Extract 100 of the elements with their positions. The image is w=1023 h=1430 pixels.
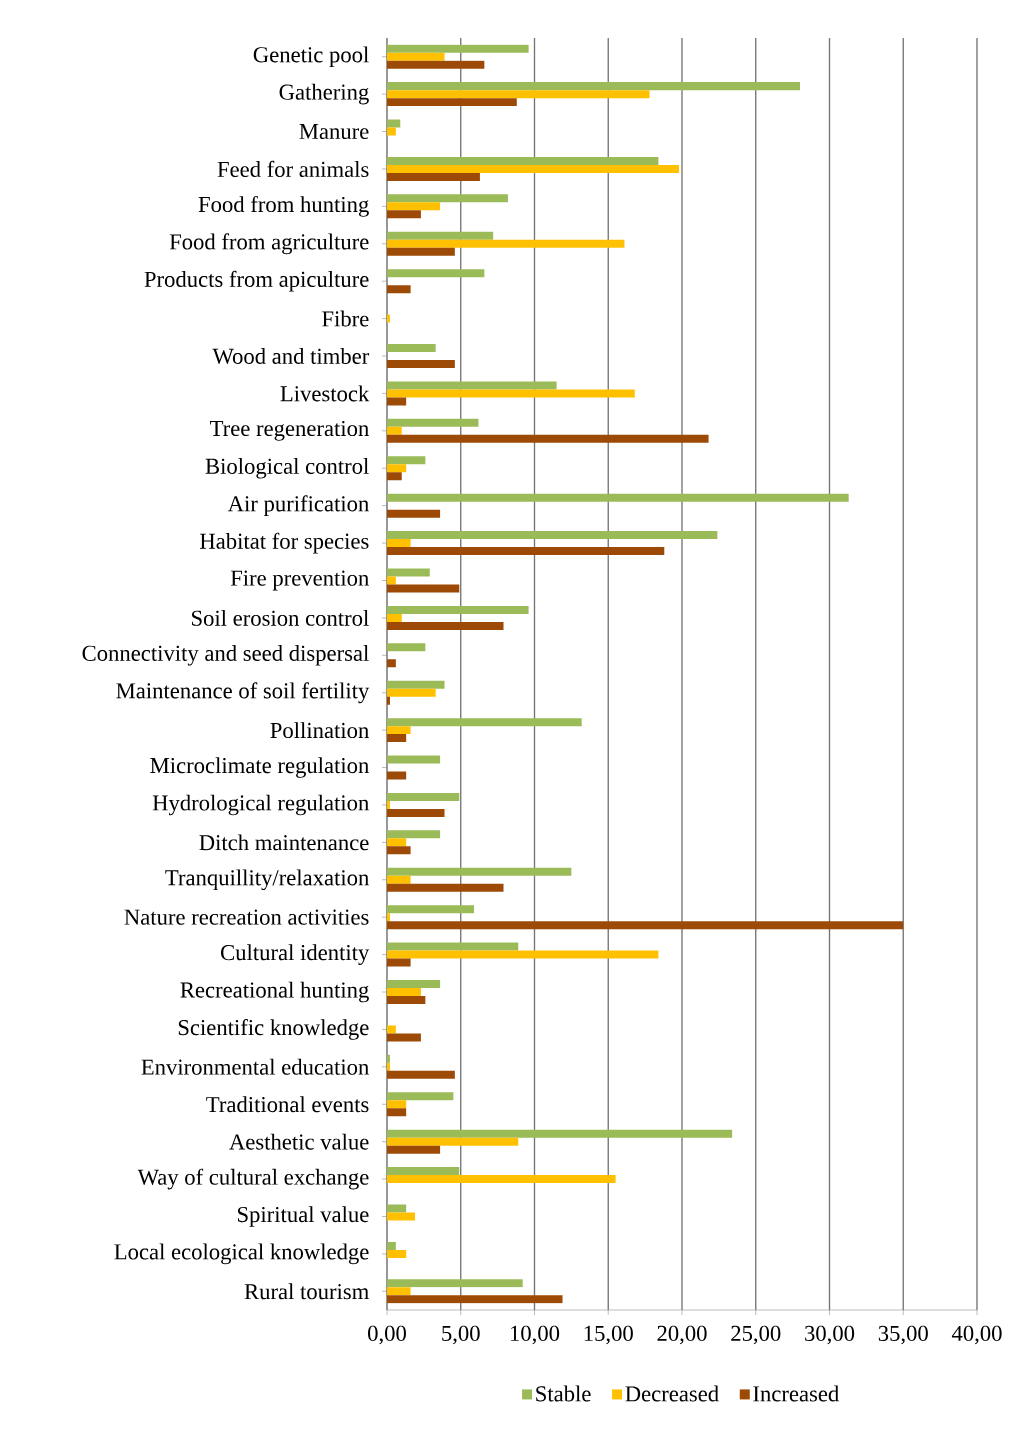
- y-tick-label: Products from apiculture: [144, 270, 369, 292]
- bar: [386, 172, 480, 181]
- legend-label: Stable: [536, 1385, 591, 1402]
- bar: [386, 958, 411, 967]
- y-tick-label: Hydrological regulation: [152, 794, 369, 816]
- bar: [386, 1249, 407, 1258]
- bar: [386, 1092, 454, 1101]
- y-tick-label: Local ecological knowledge: [114, 1243, 369, 1265]
- bar: [386, 98, 517, 107]
- bar: [386, 988, 421, 997]
- x-tick-label: 25,00: [731, 1325, 781, 1345]
- bar: [386, 875, 411, 884]
- y-tick-label: Feed for animals: [217, 160, 369, 178]
- bar: [386, 397, 407, 406]
- x-tick-label: 35,00: [878, 1325, 928, 1345]
- y-tick-label: Biological control: [205, 457, 369, 479]
- bar: [386, 584, 460, 593]
- bar: [386, 239, 625, 248]
- bar: [386, 942, 519, 951]
- y-tick-label: Tranquillity/relaxation: [165, 869, 369, 891]
- bar: [386, 905, 475, 914]
- bar: [386, 1054, 390, 1063]
- bar: [386, 90, 650, 99]
- bar: [386, 44, 529, 53]
- bar: [386, 808, 445, 817]
- y-tick-label: Environmental education: [141, 1058, 369, 1075]
- bar: [386, 52, 445, 61]
- bar: [386, 950, 659, 959]
- bar: [386, 456, 426, 465]
- y-tick-label: Food from hunting: [198, 195, 369, 217]
- y-tick-label: Scientific knowledge: [178, 1019, 369, 1040]
- legend-label: Decreased: [625, 1385, 719, 1402]
- bar: [386, 269, 485, 278]
- bar: [386, 980, 441, 989]
- bar: [386, 531, 718, 540]
- bar: [386, 1287, 411, 1296]
- bar: [386, 771, 407, 780]
- bar: [386, 726, 411, 735]
- y-tick-label: Genetic pool: [253, 46, 369, 67]
- bar: [386, 1033, 421, 1042]
- legend-label: Increased: [753, 1385, 839, 1402]
- y-tick-label: Connectivity and seed dispersal: [82, 644, 369, 666]
- y-tick-label: Gathering: [279, 83, 369, 105]
- y-tick-label: Fire prevention: [230, 570, 369, 591]
- bar: [386, 568, 430, 577]
- bar: [386, 156, 659, 165]
- bar: [386, 913, 390, 922]
- bar: [386, 883, 504, 892]
- bar: [386, 688, 436, 697]
- bar: [386, 164, 680, 173]
- bar: [386, 1129, 733, 1138]
- bar: [386, 621, 504, 630]
- bar: [386, 418, 479, 427]
- bar: [386, 231, 494, 240]
- bar: [386, 493, 849, 502]
- bar: [386, 285, 411, 294]
- x-tick-label: 15,00: [584, 1325, 633, 1345]
- bar: [386, 202, 441, 211]
- x-tick-label: 30,00: [805, 1325, 855, 1345]
- y-tick-label: Ditch maintenance: [199, 834, 369, 851]
- y-tick-label: Manure: [299, 124, 369, 140]
- y-tick-label: Cultural identity: [221, 944, 370, 965]
- bar: [386, 539, 411, 548]
- bar: [386, 680, 445, 689]
- bar: [386, 800, 390, 809]
- y-tick-label: Traditional events: [206, 1096, 369, 1113]
- y-tick-label: Maintenance of soil fertility: [116, 682, 370, 704]
- bar: [386, 867, 572, 876]
- y-tick-label: Pollination: [270, 722, 369, 739]
- bar: [386, 921, 904, 930]
- y-tick-label: Wood and timber: [212, 347, 370, 365]
- bar: [386, 82, 800, 91]
- bar: [386, 576, 396, 585]
- y-tick-label: Food from agriculture: [169, 233, 369, 255]
- bar: [386, 1108, 407, 1117]
- bar: [386, 613, 402, 622]
- x-tick-label: 0,00: [368, 1325, 406, 1345]
- bar: [386, 194, 508, 203]
- bar: [386, 1145, 441, 1154]
- y-tick-label: Microclimate regulation: [150, 757, 369, 778]
- bar: [386, 247, 455, 256]
- bar: [386, 605, 529, 614]
- bar: [386, 60, 485, 69]
- bar: [386, 210, 421, 219]
- bar: [386, 1025, 396, 1034]
- bar: [386, 838, 407, 847]
- y-tick-label: Tree regeneration: [210, 420, 369, 441]
- bar: [386, 509, 441, 518]
- y-tick-label: Livestock: [280, 385, 370, 402]
- bar: [386, 1062, 390, 1071]
- bar: [386, 434, 709, 443]
- bar: [386, 1212, 416, 1221]
- bar: [386, 792, 460, 801]
- bar: [386, 996, 426, 1005]
- y-tick-label: Soil erosion control: [192, 609, 369, 626]
- y-tick-label: Fibre: [322, 310, 369, 327]
- x-tick-label: 5,00: [442, 1325, 480, 1345]
- y-tick-label: Spiritual value: [237, 1206, 369, 1227]
- y-tick-label: Recreational hunting: [180, 981, 369, 1003]
- bar: [386, 119, 401, 128]
